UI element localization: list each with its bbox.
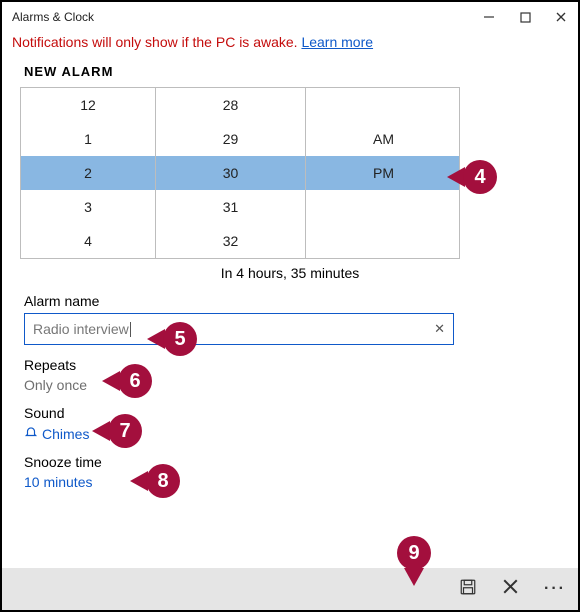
notification-bar: Notifications will only show if the PC i…: [2, 32, 578, 58]
minute-cell[interactable]: 28: [156, 88, 306, 122]
time-picker[interactable]: 12 28 1 29 AM 2 30 PM 3 31 4 32: [20, 87, 460, 259]
alarm-name-input[interactable]: Radio interview ✕: [24, 313, 454, 345]
hour-cell[interactable]: 1: [21, 122, 156, 156]
bell-icon: [24, 425, 38, 442]
alarm-name-label: Alarm name: [24, 293, 556, 309]
sound-value: Chimes: [42, 426, 89, 442]
window-buttons: [480, 8, 570, 26]
title-bar: Alarms & Clock: [2, 2, 578, 32]
picker-row[interactable]: 3 31: [21, 190, 459, 224]
picker-row[interactable]: 4 32: [21, 224, 459, 258]
clear-input-icon[interactable]: ✕: [434, 321, 445, 337]
picker-row[interactable]: 1 29 AM: [21, 122, 459, 156]
picker-row-selected[interactable]: 2 30 PM: [21, 156, 459, 190]
repeats-value: Only once: [24, 377, 556, 393]
sound-value-row: Chimes: [24, 425, 556, 442]
ampm-cell[interactable]: [306, 224, 461, 258]
ampm-cell[interactable]: PM: [306, 156, 461, 190]
save-button[interactable]: [459, 578, 477, 601]
maximize-button[interactable]: [516, 8, 534, 26]
ampm-cell[interactable]: [306, 190, 461, 224]
close-button[interactable]: [552, 8, 570, 26]
hour-cell[interactable]: 2: [21, 156, 156, 190]
minimize-button[interactable]: [480, 8, 498, 26]
sound-field[interactable]: Sound Chimes: [24, 405, 556, 442]
more-button[interactable]: ···: [544, 580, 566, 598]
alarm-name-value: Radio interview: [33, 321, 129, 337]
learn-more-link[interactable]: Learn more: [301, 34, 373, 50]
repeats-label: Repeats: [24, 357, 556, 373]
cancel-button[interactable]: [503, 579, 518, 599]
alarm-name-field: Alarm name Radio interview ✕: [24, 293, 556, 345]
time-until-label: In 4 hours, 35 minutes: [2, 259, 578, 293]
minute-cell[interactable]: 32: [156, 224, 306, 258]
page-title: NEW ALARM: [2, 58, 578, 87]
repeats-field[interactable]: Repeats Only once: [24, 357, 556, 393]
window-title: Alarms & Clock: [12, 10, 94, 24]
sound-label: Sound: [24, 405, 556, 421]
snooze-label: Snooze time: [24, 454, 556, 470]
ampm-cell[interactable]: AM: [306, 122, 461, 156]
hour-cell[interactable]: 4: [21, 224, 156, 258]
minute-cell[interactable]: 31: [156, 190, 306, 224]
text-caret: [130, 322, 131, 337]
snooze-value: 10 minutes: [24, 474, 556, 490]
ampm-cell[interactable]: [306, 88, 461, 122]
notification-text: Notifications will only show if the PC i…: [12, 34, 301, 50]
minute-cell[interactable]: 30: [156, 156, 306, 190]
hour-cell[interactable]: 12: [21, 88, 156, 122]
hour-cell[interactable]: 3: [21, 190, 156, 224]
snooze-field[interactable]: Snooze time 10 minutes: [24, 454, 556, 490]
minute-cell[interactable]: 29: [156, 122, 306, 156]
command-bar: ···: [2, 568, 578, 610]
picker-row[interactable]: 12 28: [21, 88, 459, 122]
